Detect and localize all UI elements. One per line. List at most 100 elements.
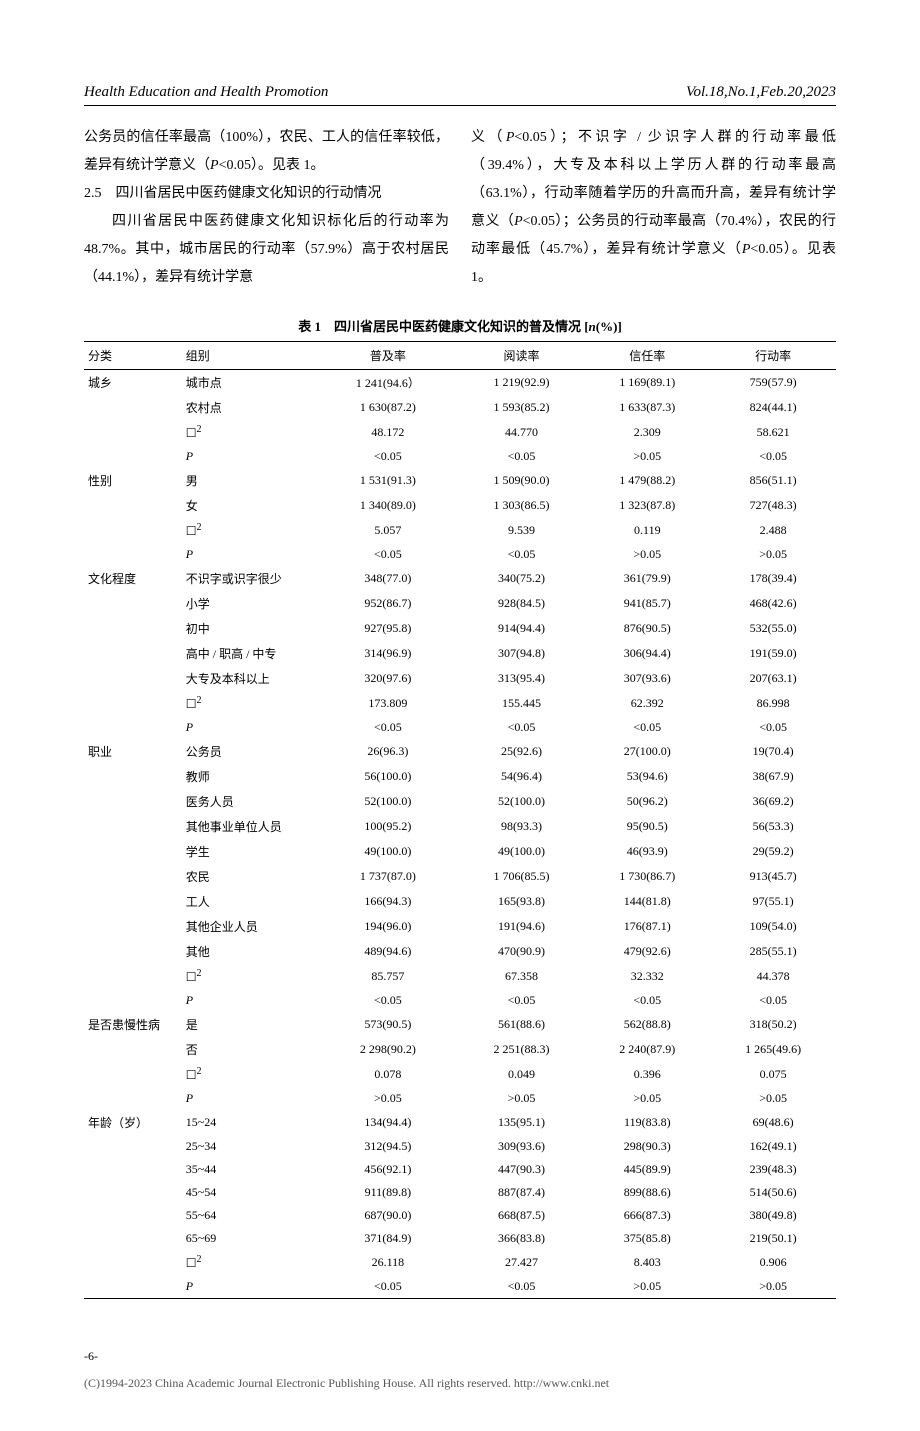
data-cell: 53(94.6) — [584, 764, 710, 789]
group-label-cell: 其他事业单位人员 — [182, 814, 317, 839]
data-cell: 1 303(86.5) — [459, 493, 585, 518]
table-row: P<0.05<0.05<0.05<0.05 — [84, 716, 836, 739]
data-cell: 27(100.0) — [584, 739, 710, 764]
data-cell: 447(90.3) — [459, 1158, 585, 1181]
caption-n: n — [589, 319, 596, 334]
data-cell: 26.118 — [317, 1250, 459, 1275]
data-cell: 97(55.1) — [710, 889, 836, 914]
data-cell: 32.332 — [584, 964, 710, 989]
data-cell: 727(48.3) — [710, 493, 836, 518]
group-label-cell: 教师 — [182, 764, 317, 789]
data-cell: 219(50.1) — [710, 1227, 836, 1250]
data-cell: 340(75.2) — [459, 566, 585, 591]
data-cell: 759(57.9) — [710, 370, 836, 396]
table-row: 是否患慢性病是573(90.5)561(88.6)562(88.8)318(50… — [84, 1012, 836, 1037]
data-cell: 1 340(89.0) — [317, 493, 459, 518]
group-label-cell: 学生 — [182, 839, 317, 864]
group-label-cell: 是 — [182, 1012, 317, 1037]
data-cell: 178(39.4) — [710, 566, 836, 591]
category-cell — [84, 1158, 182, 1181]
data-cell: 913(45.7) — [710, 864, 836, 889]
category-cell: 性别 — [84, 468, 182, 493]
data-cell: 54(96.4) — [459, 764, 585, 789]
data-cell: 56(100.0) — [317, 764, 459, 789]
data-cell: <0.05 — [584, 716, 710, 739]
data-cell: 380(49.8) — [710, 1204, 836, 1227]
group-label-cell: 其他 — [182, 939, 317, 964]
data-cell: 668(87.5) — [459, 1204, 585, 1227]
table-row: 职业公务员26(96.3)25(92.6)27(100.0)19(70.4) — [84, 739, 836, 764]
category-cell — [84, 1250, 182, 1275]
section-title: 四川省居民中医药健康文化知识的行动情况 — [116, 186, 382, 201]
category-cell — [84, 1275, 182, 1299]
data-cell: <0.05 — [584, 989, 710, 1012]
table-row: P<0.05<0.05>0.05>0.05 — [84, 1275, 836, 1299]
data-cell: 1 630(87.2) — [317, 395, 459, 420]
data-cell: <0.05 — [710, 989, 836, 1012]
table-row: 其他企业人员194(96.0)191(94.6)176(87.1)109(54.… — [84, 914, 836, 939]
data-cell: 876(90.5) — [584, 616, 710, 641]
data-cell: 307(93.6) — [584, 666, 710, 691]
data-cell: 48.172 — [317, 420, 459, 445]
category-cell — [84, 889, 182, 914]
data-cell: 165(93.8) — [459, 889, 585, 914]
data-cell: 1 737(87.0) — [317, 864, 459, 889]
data-cell: 899(88.6) — [584, 1181, 710, 1204]
data-cell: 468(42.6) — [710, 591, 836, 616]
group-label-cell: 15~24 — [182, 1110, 317, 1135]
data-cell: 1 730(86.7) — [584, 864, 710, 889]
data-cell: 666(87.3) — [584, 1204, 710, 1227]
data-cell: 856(51.1) — [710, 468, 836, 493]
table-row: P<0.05<0.05>0.05>0.05 — [84, 543, 836, 566]
group-label-cell: 男 — [182, 468, 317, 493]
data-cell: 194(96.0) — [317, 914, 459, 939]
data-cell: <0.05 — [459, 716, 585, 739]
data-cell: 95(90.5) — [584, 814, 710, 839]
left-column: 公务员的信任率最高（100%），农民、工人的信任率较低，差异有统计学意义（P<0… — [84, 124, 449, 292]
data-cell: 307(94.8) — [459, 641, 585, 666]
category-cell: 文化程度 — [84, 566, 182, 591]
group-label-cell: P — [182, 1087, 317, 1110]
col-header: 行动率 — [710, 342, 836, 370]
table-header-row: 分类 组别 普及率 阅读率 信任率 行动率 — [84, 342, 836, 370]
category-cell — [84, 1227, 182, 1250]
category-cell — [84, 616, 182, 641]
data-cell: 375(85.8) — [584, 1227, 710, 1250]
table-row: 女1 340(89.0)1 303(86.5)1 323(87.8)727(48… — [84, 493, 836, 518]
category-cell — [84, 641, 182, 666]
table-row: 否2 298(90.2)2 251(88.3)2 240(87.9)1 265(… — [84, 1037, 836, 1062]
data-cell: 100(95.2) — [317, 814, 459, 839]
table-row: 城乡城市点1 241(94.6）1 219(92.9)1 169(89.1)75… — [84, 370, 836, 396]
data-cell: >0.05 — [584, 1275, 710, 1299]
group-label-cell: 45~54 — [182, 1181, 317, 1204]
data-cell: 445(89.9) — [584, 1158, 710, 1181]
issue-info: Vol.18,No.1,Feb.20,2023 — [686, 84, 836, 101]
data-cell: 1 531(91.3) — [317, 468, 459, 493]
data-cell: >0.05 — [584, 1087, 710, 1110]
data-cell: 0.078 — [317, 1062, 459, 1087]
category-cell — [84, 543, 182, 566]
table-row: 教师56(100.0)54(96.4)53(94.6)38(67.9) — [84, 764, 836, 789]
data-cell: 470(90.9) — [459, 939, 585, 964]
data-cell: <0.05 — [317, 1275, 459, 1299]
data-cell: 573(90.5) — [317, 1012, 459, 1037]
table-row: P>0.05>0.05>0.05>0.05 — [84, 1087, 836, 1110]
data-cell: 109(54.0) — [710, 914, 836, 939]
table-row: 35~44456(92.1)447(90.3)445(89.9)239(48.3… — [84, 1158, 836, 1181]
section-heading: 2.5 四川省居民中医药健康文化知识的行动情况 — [84, 180, 449, 208]
group-label-cell: 35~44 — [182, 1158, 317, 1181]
group-label-cell: ☐2 — [182, 420, 317, 445]
category-cell: 年龄（岁） — [84, 1110, 182, 1135]
table-row: 其他489(94.6)470(90.9)479(92.6)285(55.1) — [84, 939, 836, 964]
section-number: 2.5 — [84, 186, 102, 201]
data-cell: 2 240(87.9) — [584, 1037, 710, 1062]
data-cell: 98(93.3) — [459, 814, 585, 839]
right-column: 义（P<0.05）；不识字 / 少识字人群的行动率最低（39.4%），大专及本科… — [471, 124, 836, 292]
group-label-cell: P — [182, 1275, 317, 1299]
data-cell: >0.05 — [584, 543, 710, 566]
data-cell: 320(97.6) — [317, 666, 459, 691]
data-cell: <0.05 — [459, 543, 585, 566]
data-cell: <0.05 — [317, 716, 459, 739]
group-label-cell: 农民 — [182, 864, 317, 889]
data-cell: 306(94.4) — [584, 641, 710, 666]
